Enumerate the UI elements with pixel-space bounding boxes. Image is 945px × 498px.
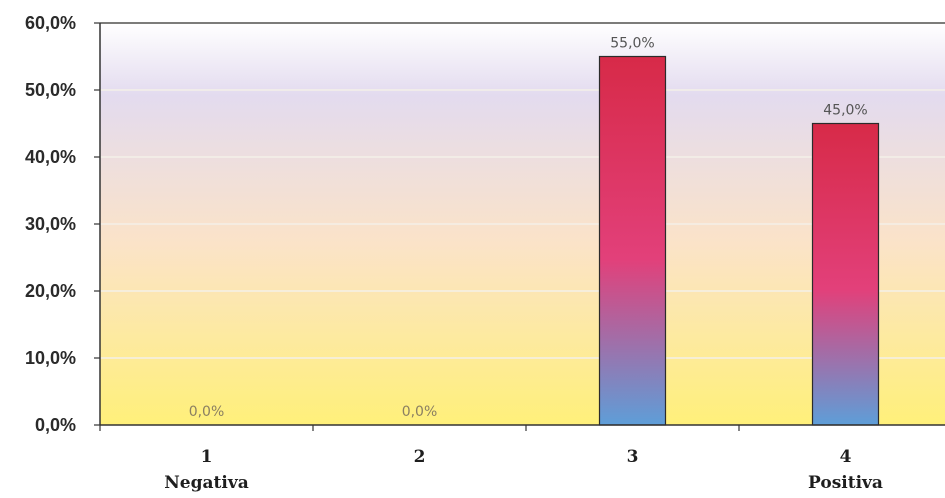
y-tick-label: 30,0%: [25, 214, 76, 234]
x-tick-label: 2: [414, 447, 426, 467]
x-tick-label: 3: [627, 447, 639, 467]
data-labels: 0,0% 0,0% 55,0% 45,0%: [189, 36, 868, 421]
y-tick-label: 60,0%: [25, 13, 76, 33]
y-tick-label: 40,0%: [25, 147, 76, 167]
x-tick-sublabel: Positiva: [808, 473, 883, 493]
bar-3: [598, 55, 667, 426]
x-tick-label: 4: [840, 447, 852, 467]
bars: [598, 55, 880, 426]
y-tick-label: 50,0%: [25, 80, 76, 100]
x-tick-sublabel: Negativa: [164, 473, 248, 493]
axes: [94, 22, 945, 431]
y-tick-label: 20,0%: [25, 281, 76, 301]
bar-4: [811, 122, 880, 426]
x-axis-ticks: 1 Negativa 2 3 4 Positiva: [164, 447, 883, 493]
data-label: 55,0%: [610, 36, 654, 52]
y-tick-label: 0,0%: [35, 415, 76, 435]
data-label: 0,0%: [402, 404, 438, 420]
y-tick-label: 10,0%: [25, 348, 76, 368]
x-tick-label: 1: [201, 447, 213, 467]
y-axis-ticks: 0,0% 10,0% 20,0% 30,0% 40,0% 50,0% 60,0%: [25, 13, 76, 435]
data-label: 45,0%: [823, 103, 867, 119]
data-label: 0,0%: [189, 404, 225, 420]
